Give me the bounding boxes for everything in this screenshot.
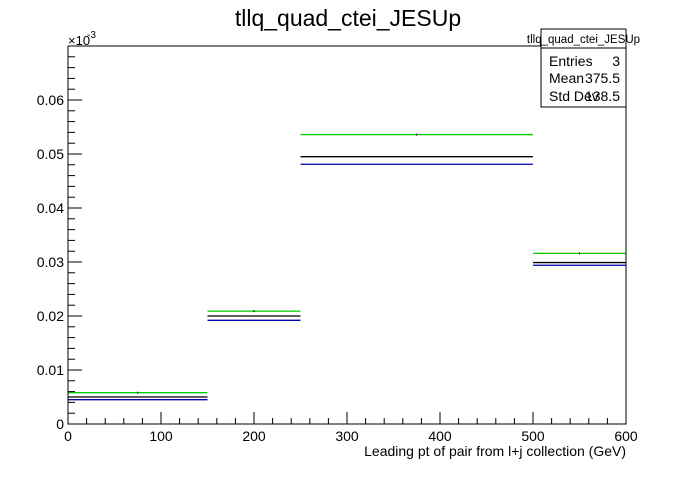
stats-entries-value: 3 <box>612 53 620 69</box>
y-multiplier-exponent: -3 <box>87 30 96 41</box>
stats-mean-label: Mean <box>549 70 584 86</box>
x-tick-label-6: 600 <box>614 428 638 444</box>
y-tick-label-5: 0.05 <box>37 146 64 162</box>
x-tick-label-1: 100 <box>149 428 173 444</box>
x-axis-label: Leading pt of pair from l+j collection (… <box>364 443 626 459</box>
stats-box: tllq_quad_ctei_JESUp Entries 3 Mean 375.… <box>527 28 640 108</box>
x-tick-label-0: 0 <box>64 428 72 444</box>
y-tick-label-4: 0.04 <box>37 200 64 216</box>
x-tick-label-3: 300 <box>335 428 359 444</box>
stats-mean-value: 375.5 <box>585 70 620 86</box>
stats-stddev-label: Std Dev <box>549 88 599 104</box>
axes: 0 100 200 300 400 500 600 0 0.01 0.02 0.03 0.04 0.05… <box>37 45 638 444</box>
y-tick-label-6: 0.06 <box>37 92 64 108</box>
y-multiplier-base: ×10 <box>68 33 90 48</box>
y-tick-label-0: 0 <box>56 416 64 432</box>
stats-stddev-value: 138.5 <box>585 88 620 104</box>
stats-entries-label: Entries <box>549 53 593 69</box>
x-tick-label-5: 500 <box>521 428 545 444</box>
stats-box-frame <box>540 28 627 108</box>
x-tick-label-4: 400 <box>428 428 452 444</box>
y-tick-label-3: 0.03 <box>37 254 64 270</box>
y-tick-label-1: 0.01 <box>37 362 64 378</box>
y-multiplier: ×10 -3 <box>68 30 96 48</box>
stats-box-title: tllq_quad_ctei_JESUp <box>527 34 640 46</box>
x-tick-label-2: 200 <box>242 428 266 444</box>
chart-title: tllq_quad_ctei_JESUp <box>235 5 461 31</box>
plot-area <box>68 133 626 401</box>
y-tick-label-2: 0.02 <box>37 308 64 324</box>
